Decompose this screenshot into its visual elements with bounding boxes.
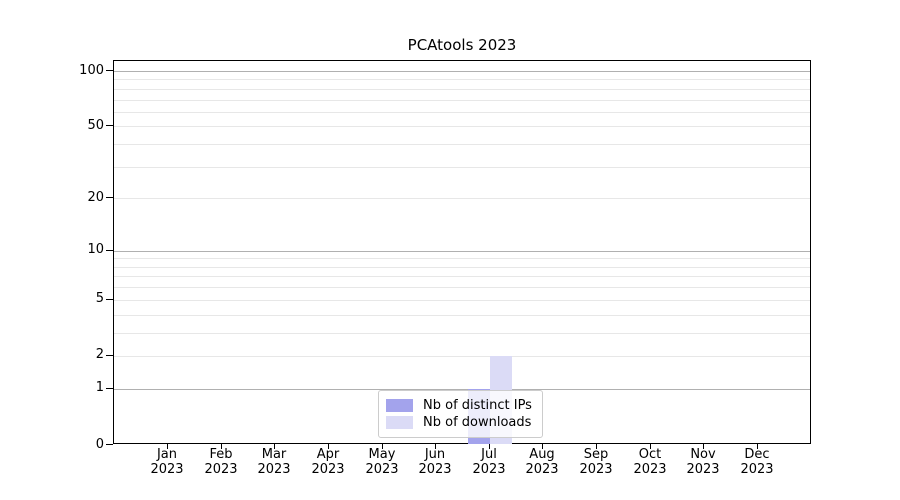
gridline-y-3 <box>114 333 810 334</box>
legend-item-downloads: Nb of downloads <box>386 415 534 430</box>
x-tick-label-apr: Apr 2023 <box>296 447 360 477</box>
y-tick-label-50: 50 <box>87 118 104 133</box>
gridline-y-4 <box>114 315 810 316</box>
y-tick-label-20: 20 <box>87 190 104 205</box>
legend-swatch-downloads <box>386 416 413 429</box>
gridline-y-60 <box>114 112 810 113</box>
x-tick-label-jun: Jun 2023 <box>403 447 467 477</box>
legend-swatch-distinct-ips <box>386 399 413 412</box>
gridline-y-20 <box>114 198 810 199</box>
chart-title: PCAtools 2023 <box>407 36 517 54</box>
x-tick-year: 2023 <box>525 462 559 477</box>
y-tick-mark-2 <box>106 355 113 356</box>
x-tick-month: Apr <box>316 447 340 462</box>
legend-label-distinct-ips: Nb of distinct IPs <box>423 398 532 413</box>
gridline-y-80 <box>114 89 810 90</box>
x-tick-month: Jun <box>424 447 446 462</box>
x-tick-month: Aug <box>529 447 555 462</box>
gridline-y-50 <box>114 126 810 127</box>
y-tick-label-5: 5 <box>95 291 104 306</box>
x-tick-year: 2023 <box>740 462 774 477</box>
y-tick-label-100: 100 <box>79 63 104 78</box>
x-tick-label-sep: Sep 2023 <box>564 447 628 477</box>
x-tick-year: 2023 <box>633 462 667 477</box>
y-tick-mark-100 <box>106 70 113 71</box>
gridline-y-7 <box>114 276 810 277</box>
x-tick-label-feb: Feb 2023 <box>189 447 253 477</box>
x-tick-month: May <box>368 447 396 462</box>
x-tick-mark-jun <box>435 444 436 449</box>
plot-area <box>113 60 811 444</box>
y-tick-mark-10 <box>106 250 113 251</box>
gridline-y-30 <box>114 167 810 168</box>
gridline-y-6 <box>114 287 810 288</box>
x-tick-month: Nov <box>690 447 716 462</box>
x-tick-year: 2023 <box>472 462 506 477</box>
y-tick-mark-1 <box>106 388 113 389</box>
legend: Nb of distinct IPs Nb of downloads <box>378 390 543 438</box>
x-tick-mark-feb <box>221 444 222 449</box>
gridline-y-9 <box>114 258 810 259</box>
x-tick-label-jan: Jan 2023 <box>135 447 199 477</box>
x-tick-label-dec: Dec 2023 <box>725 447 789 477</box>
gridline-y-40 <box>114 144 810 145</box>
legend-item-distinct-ips: Nb of distinct IPs <box>386 398 534 413</box>
x-tick-month: Dec <box>744 447 770 462</box>
x-tick-month: Mar <box>261 447 287 462</box>
legend-label-downloads: Nb of downloads <box>423 415 532 430</box>
y-tick-label-0: 0 <box>95 437 104 452</box>
y-tick-label-2: 2 <box>95 347 104 362</box>
gridline-y-5 <box>114 300 810 301</box>
x-tick-mark-sep <box>596 444 597 449</box>
gridline-y-90 <box>114 79 810 80</box>
x-tick-label-nov: Nov 2023 <box>671 447 735 477</box>
x-tick-mark-may <box>382 444 383 449</box>
x-tick-label-may: May 2023 <box>350 447 414 477</box>
x-tick-month: Jan <box>156 447 178 462</box>
x-tick-year: 2023 <box>365 462 399 477</box>
x-tick-year: 2023 <box>686 462 720 477</box>
gridline-y-70 <box>114 100 810 101</box>
x-tick-mark-jan <box>167 444 168 449</box>
y-tick-mark-0 <box>106 444 113 445</box>
y-tick-mark-20 <box>106 197 113 198</box>
x-tick-year: 2023 <box>579 462 613 477</box>
x-tick-mark-mar <box>274 444 275 449</box>
x-tick-year: 2023 <box>204 462 238 477</box>
x-tick-month: Jul <box>481 447 497 462</box>
y-tick-mark-5 <box>106 299 113 300</box>
x-tick-mark-nov <box>703 444 704 449</box>
x-tick-label-jul: Jul 2023 <box>457 447 521 477</box>
x-tick-year: 2023 <box>418 462 452 477</box>
x-tick-label-aug: Aug 2023 <box>510 447 574 477</box>
y-tick-label-10: 10 <box>87 242 104 257</box>
x-tick-month: Feb <box>209 447 233 462</box>
x-tick-year: 2023 <box>257 462 291 477</box>
x-tick-label-oct: Oct 2023 <box>618 447 682 477</box>
x-tick-mark-dec <box>757 444 758 449</box>
gridline-y-2 <box>114 356 810 357</box>
x-tick-month: Sep <box>583 447 609 462</box>
gridline-y-1 <box>114 389 810 390</box>
x-tick-mark-apr <box>328 444 329 449</box>
y-tick-mark-50 <box>106 125 113 126</box>
x-tick-year: 2023 <box>150 462 184 477</box>
gridline-y-100 <box>114 71 810 72</box>
x-tick-year: 2023 <box>311 462 345 477</box>
x-tick-mark-oct <box>650 444 651 449</box>
y-tick-label-1: 1 <box>95 380 104 395</box>
x-tick-mark-jul <box>489 444 490 449</box>
gridline-y-8 <box>114 267 810 268</box>
gridline-y-10 <box>114 251 810 252</box>
x-tick-mark-aug <box>542 444 543 449</box>
x-tick-label-mar: Mar 2023 <box>242 447 306 477</box>
x-tick-month: Oct <box>638 447 662 462</box>
